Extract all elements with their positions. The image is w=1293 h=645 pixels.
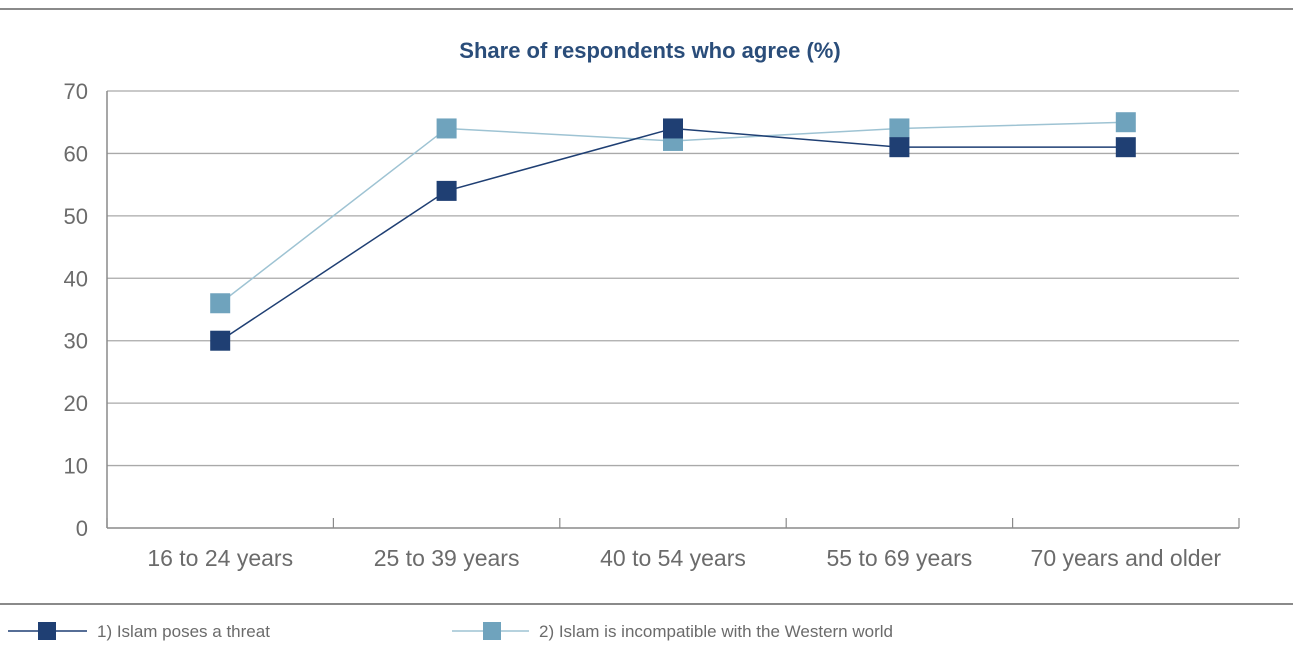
x-tick-label: 16 to 24 years (147, 545, 293, 571)
axes (106, 91, 1240, 529)
y-tick-label: 60 (64, 141, 88, 166)
chart-title: Share of respondents who agree (%) (459, 38, 840, 63)
legend-swatch-marker-2 (483, 622, 501, 640)
y-tick-label: 20 (64, 391, 88, 416)
series-1-point (436, 180, 457, 201)
y-tick-label: 10 (64, 454, 88, 479)
series-2-point (210, 293, 231, 314)
grid-lines (107, 90, 1239, 467)
y-tick-label: 50 (64, 204, 88, 229)
series (210, 112, 1136, 351)
x-tick-label: 70 years and older (1031, 545, 1222, 571)
legend: 1) Islam poses a threat 2) Islam is inco… (8, 622, 893, 641)
legend-item-series-2: 2) Islam is incompatible with the Wester… (452, 622, 893, 641)
y-tick-label: 0 (76, 516, 88, 541)
y-tick-label: 30 (64, 329, 88, 354)
legend-item-series-1: 1) Islam poses a threat (8, 622, 270, 641)
y-axis-ticks: 0 10 20 30 40 50 60 70 (64, 79, 88, 541)
x-axis-ticks: 16 to 24 years 25 to 39 years 40 to 54 yea… (147, 545, 1221, 571)
x-tick-label: 40 to 54 years (600, 545, 746, 571)
series-1-point (663, 118, 683, 139)
series-2-point (889, 118, 910, 139)
y-tick-label: 70 (64, 79, 88, 104)
x-tick-label: 25 to 39 years (374, 545, 520, 571)
series-1-point (210, 330, 231, 351)
series-2-point (436, 118, 457, 139)
legend-swatch-marker-1 (38, 622, 56, 640)
legend-label-2: 2) Islam is incompatible with the Wester… (539, 622, 893, 641)
y-tick-label: 40 (64, 266, 88, 291)
legend-label-1: 1) Islam poses a threat (97, 622, 270, 641)
series-2-point (1115, 112, 1136, 133)
series-line-1 (219, 127, 1126, 342)
series-1-point (1115, 137, 1136, 158)
x-tick-label: 55 to 69 years (827, 545, 973, 571)
series-1-point (889, 137, 910, 158)
